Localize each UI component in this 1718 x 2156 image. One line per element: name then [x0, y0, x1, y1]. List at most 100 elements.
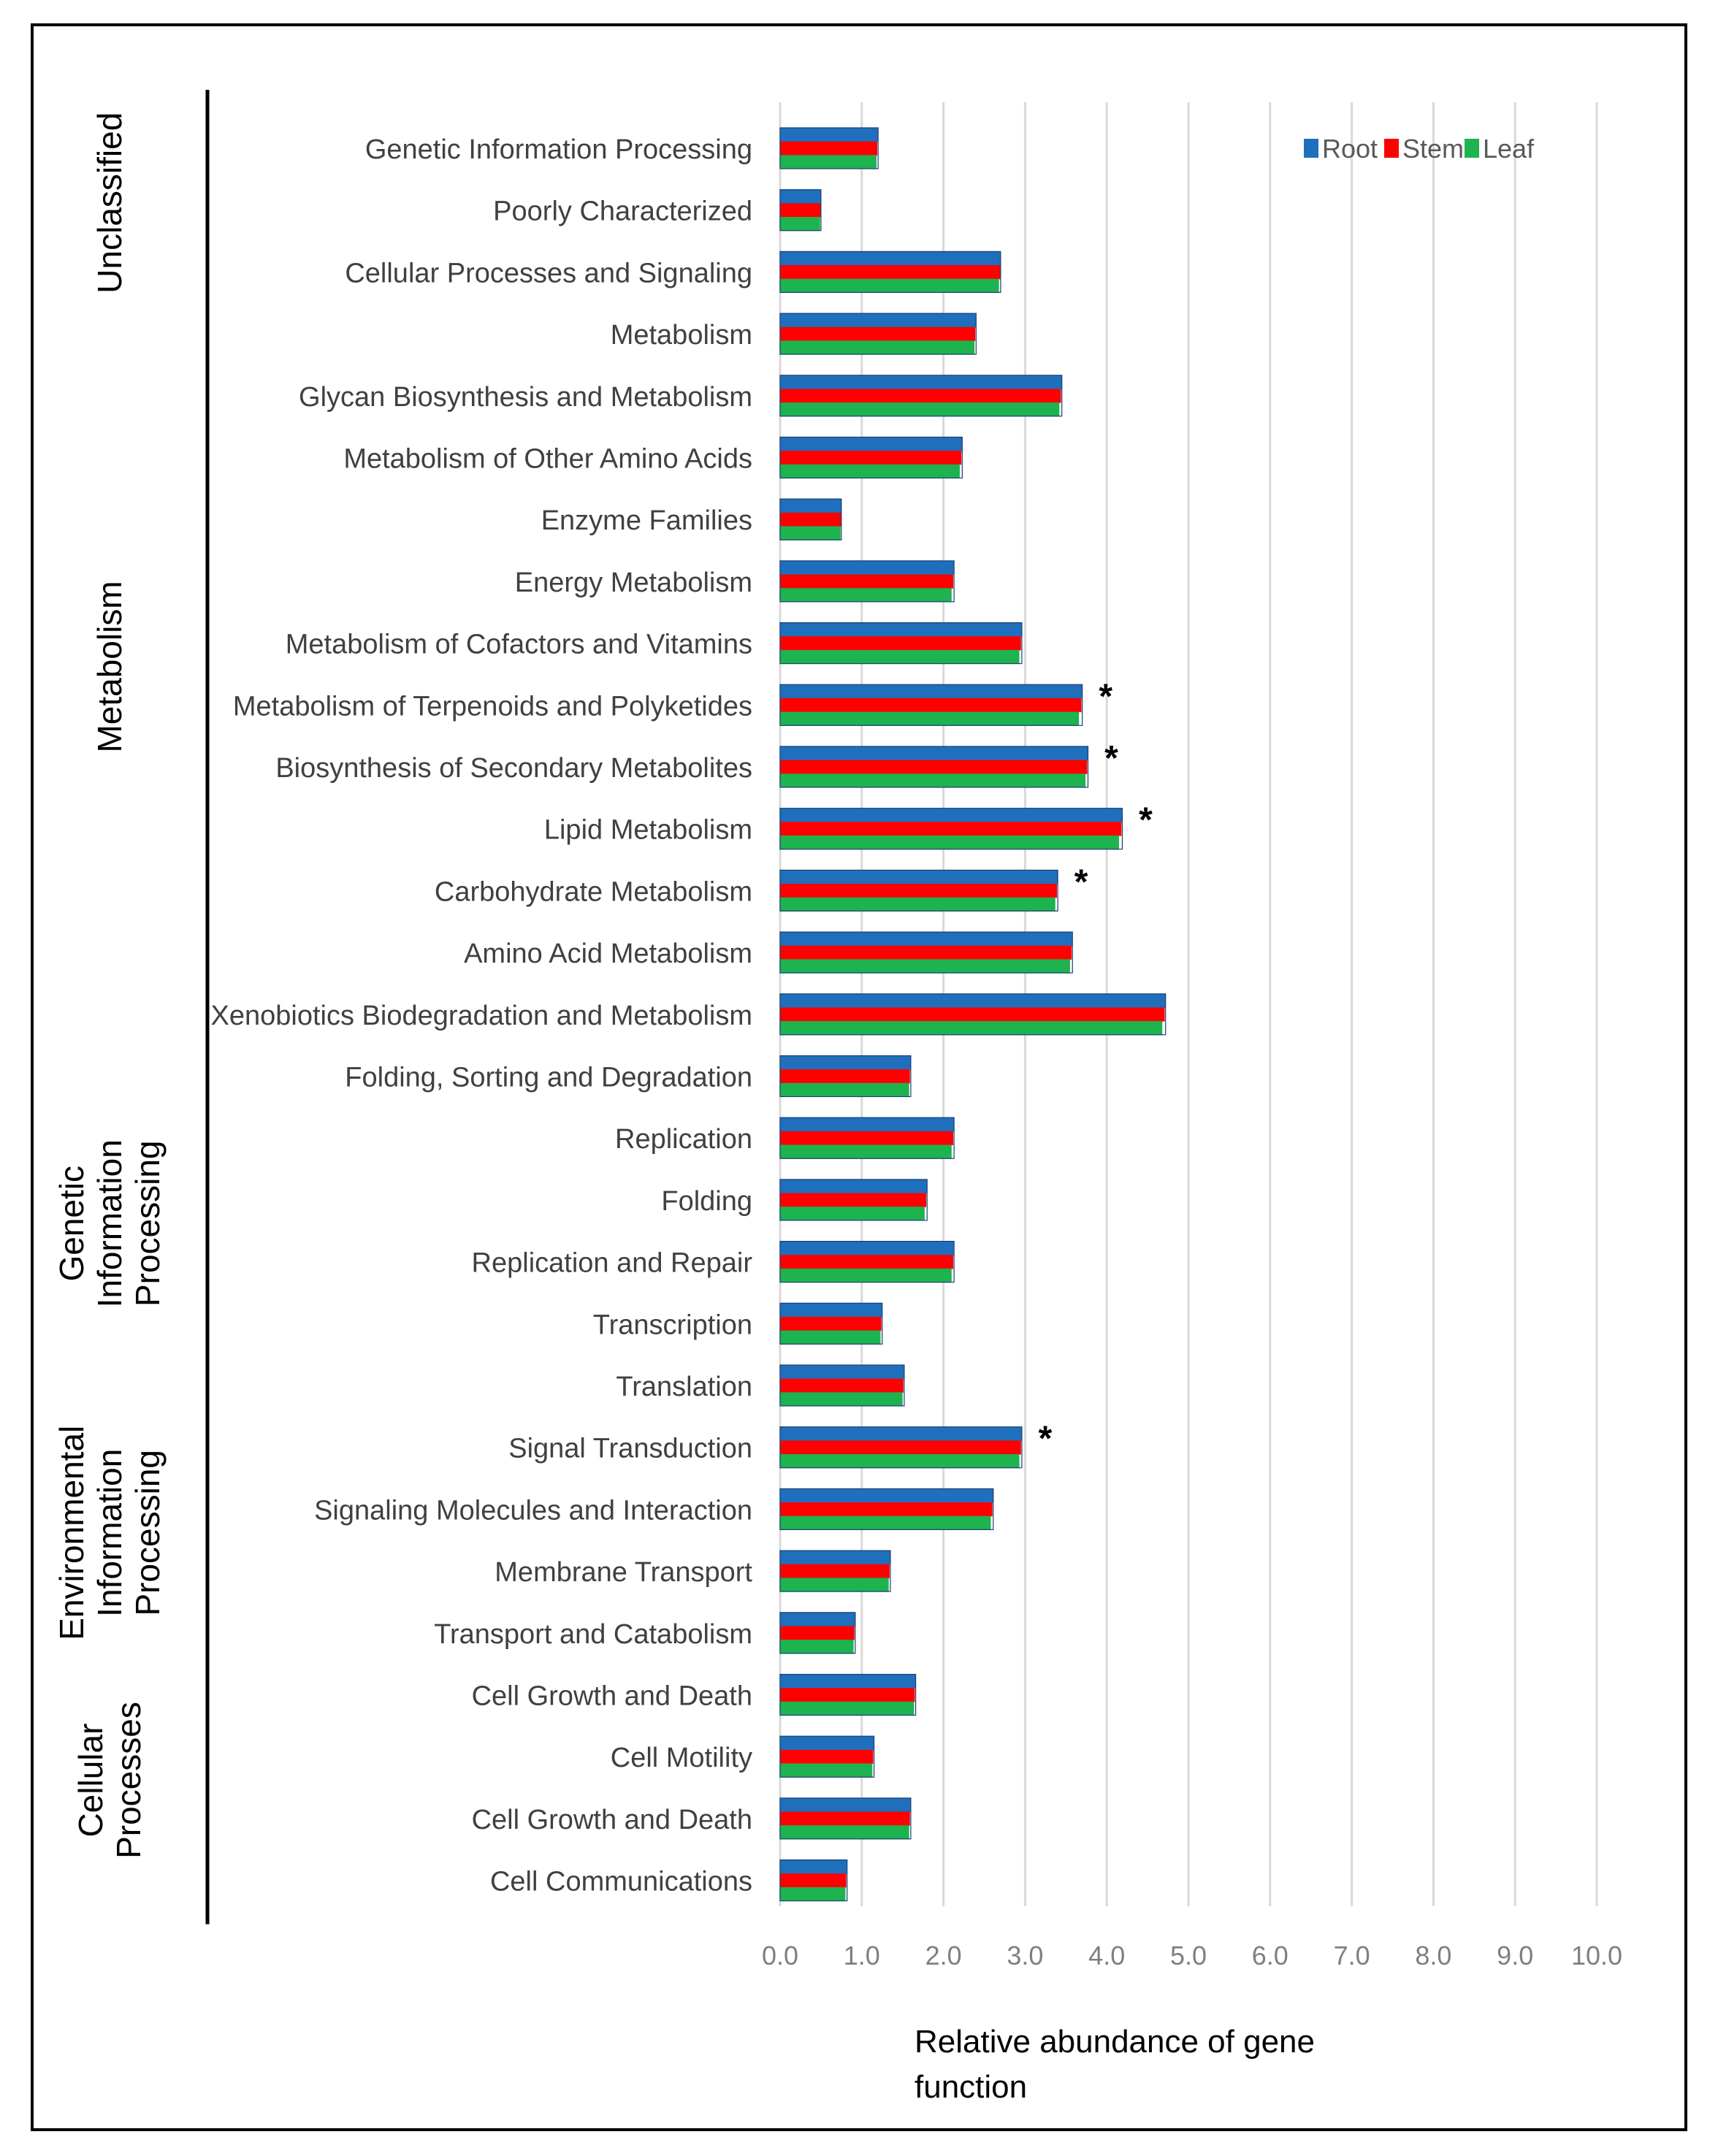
legend-label: Leaf: [1483, 134, 1535, 164]
bar-stem: [780, 1873, 847, 1888]
category-label: Folding: [661, 1186, 752, 1217]
group-label: Processing: [129, 1140, 167, 1307]
bar-outline: [779, 622, 1023, 665]
bar-stem: [780, 141, 878, 156]
x-tick-label: 8.0: [1415, 1941, 1451, 1970]
bar-outline: [779, 189, 822, 232]
bar-leaf: [780, 588, 952, 603]
category-label: Transport and Catabolism: [434, 1619, 752, 1650]
figure-border: [31, 23, 1687, 2131]
category-label: Enzyme Families: [541, 505, 752, 536]
category-label: Transcription: [593, 1310, 752, 1340]
legend: Root Stem Leaf: [1304, 134, 1535, 164]
x-tick-label: 7.0: [1334, 1941, 1370, 1970]
legend-label: Root: [1322, 134, 1378, 164]
bar-leaf: [780, 1021, 1163, 1036]
bar-leaf: [780, 773, 1086, 788]
bar-stem: [780, 389, 1061, 403]
bar-root: [780, 189, 821, 204]
bar-stem: [780, 1688, 915, 1702]
category-label: Cell Growth and Death: [472, 1805, 752, 1835]
bar-leaf: [780, 278, 999, 293]
bar-stem: [780, 760, 1088, 774]
x-tick-label: 1.0: [844, 1941, 880, 1970]
bar-stem: [780, 451, 962, 465]
bar-outline: [779, 1550, 891, 1592]
x-tick-label: 3.0: [1007, 1941, 1043, 1970]
bar-stem: [780, 1131, 954, 1146]
x-tick-label: 2.0: [925, 1941, 962, 1970]
x-tick-label: 6.0: [1252, 1941, 1288, 1970]
bar-stem: [780, 1316, 882, 1331]
bar-leaf: [780, 217, 820, 232]
category-label: Biosynthesis of Secondary Metabolites: [275, 753, 752, 784]
category-label: Energy Metabolism: [515, 567, 752, 598]
category-label: Metabolism of Terpenoids and Polyketides: [233, 691, 752, 722]
bars: * * * * *: [779, 127, 1167, 1902]
category-label: Xenobiotics Biodegradation and Metabolis…: [211, 1001, 752, 1031]
significance-marker: *: [1104, 739, 1118, 778]
bar-leaf: [780, 1082, 909, 1097]
bar-root: [780, 375, 1062, 389]
group-label: Information: [91, 1449, 129, 1617]
bar-root: [780, 1426, 1022, 1441]
bar-outline: [779, 1426, 1023, 1469]
bar-stem: [780, 1626, 855, 1640]
bar-stem: [780, 574, 954, 589]
significance-marker: *: [1099, 677, 1112, 716]
bar-root: [780, 1117, 955, 1132]
significance-marker: *: [1039, 1420, 1053, 1459]
bar-root: [780, 1488, 993, 1503]
bar-outline: [779, 436, 963, 479]
bar-outline: [779, 1735, 875, 1778]
bar-stem: [780, 326, 976, 341]
bar-outline: [779, 931, 1073, 974]
bar-outline: [779, 251, 1001, 293]
category-label: Cellular Processes and Signaling: [345, 258, 752, 288]
bar-root: [780, 1241, 955, 1255]
category-label: Metabolism of Cofactors and Vitamins: [286, 630, 752, 660]
bar-root: [780, 684, 1083, 699]
bar-outline: [779, 808, 1123, 850]
bar-stem: [780, 1193, 927, 1207]
bar-outline: [779, 560, 955, 603]
bar-leaf: [780, 897, 1055, 911]
category-label: Metabolism: [611, 320, 752, 351]
x-tick-label: 0.0: [762, 1941, 798, 1970]
bar-stem: [780, 1502, 993, 1517]
group-label: Genetic: [53, 1166, 91, 1282]
x-tick-label: 10.0: [1571, 1941, 1622, 1970]
legend-swatch-stem: [1384, 139, 1399, 158]
group-label: Environmental: [53, 1426, 91, 1640]
bar-leaf: [780, 526, 841, 540]
category-label: Replication: [615, 1124, 752, 1155]
bar-outline: [779, 498, 842, 540]
bar-root: [780, 1612, 855, 1626]
significance-marker: *: [1139, 801, 1153, 840]
bar-leaf: [780, 464, 960, 478]
bar-outline: [779, 1673, 917, 1716]
bar-root: [780, 1736, 874, 1751]
bar-stem: [780, 945, 1072, 960]
bar-outline: [779, 127, 879, 169]
bar-root: [780, 870, 1058, 884]
bar-outline: [779, 993, 1167, 1036]
significance-marker: *: [1074, 863, 1088, 901]
x-tick-label: 5.0: [1170, 1941, 1207, 1970]
bar-outline: [779, 313, 977, 355]
category-label: Cell Growth and Death: [472, 1681, 752, 1712]
category-label: Signal Transduction: [508, 1434, 752, 1464]
bar-outline: [779, 1179, 928, 1221]
bar-leaf: [780, 1825, 909, 1840]
bar-leaf: [780, 1515, 991, 1530]
bar-outline: [779, 1055, 912, 1098]
category-label: Folding, Sorting and Degradation: [345, 1063, 752, 1093]
bar-leaf: [780, 711, 1080, 726]
group-label: Processes: [110, 1702, 148, 1859]
bar-outline: [779, 1797, 912, 1840]
bar-root: [780, 128, 879, 142]
x-axis-ticks: 0.0 1.0 2.0 3.0 4.0 5.0 6.0 7.0 8.0 9.0 10.0: [762, 1941, 1622, 1970]
bar-outline: [779, 869, 1058, 912]
bar-leaf: [780, 836, 1119, 850]
